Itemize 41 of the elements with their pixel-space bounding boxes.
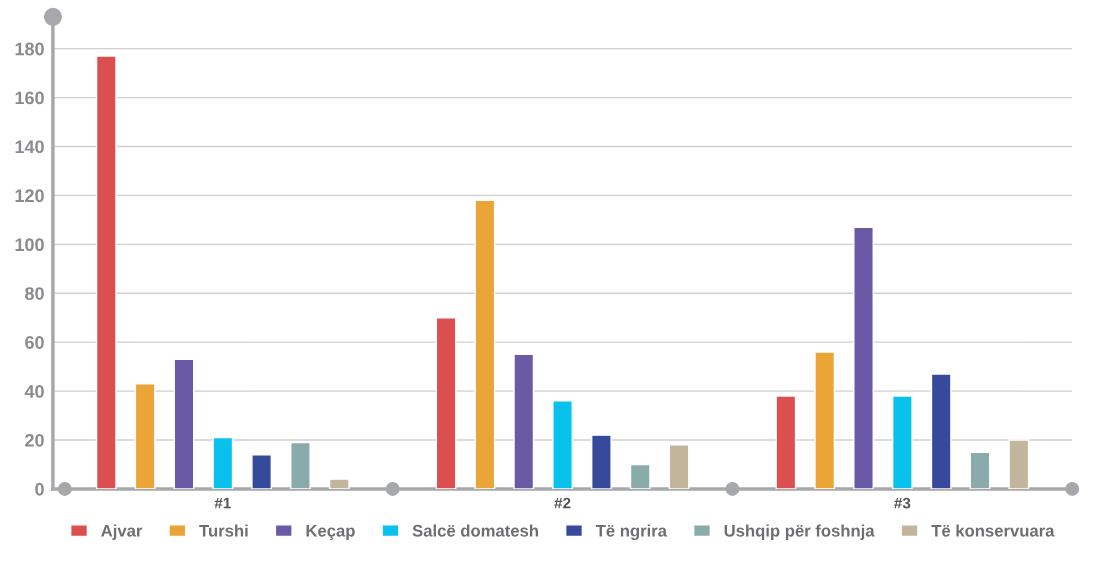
bar <box>552 400 573 489</box>
y-tick-label: 120 <box>15 189 44 203</box>
bar <box>930 373 952 489</box>
bar <box>629 463 651 489</box>
y-tick-label: 60 <box>25 336 44 349</box>
legend-label: Salcë domatesh <box>412 524 538 537</box>
bar <box>212 436 234 489</box>
legend-label: Ushqip për foshnja <box>724 524 875 540</box>
x-tick-label: #1 <box>214 497 231 509</box>
y-tick-label: 0 <box>35 482 44 496</box>
legend-label: Të ngrira <box>595 524 668 541</box>
bar <box>853 226 874 489</box>
bar <box>891 395 913 489</box>
y-tick-label: 80 <box>25 287 44 300</box>
y-tick-label: 20 <box>25 433 44 447</box>
bar <box>668 444 690 489</box>
bar <box>134 383 156 489</box>
bar <box>1008 439 1030 489</box>
y-tick-label: 100 <box>15 238 44 252</box>
bar <box>775 395 797 489</box>
bar <box>251 454 273 489</box>
bar <box>591 434 612 489</box>
x-tick-label: #3 <box>894 497 911 509</box>
legend-label: Turshi <box>199 524 248 537</box>
x-tick-label: #2 <box>554 497 571 509</box>
y-tick-label: 40 <box>24 385 44 398</box>
bar <box>328 478 350 489</box>
bar <box>290 441 311 489</box>
bar <box>435 317 457 489</box>
bar <box>173 358 195 489</box>
legend-label: Të konservuara <box>931 524 1055 537</box>
bar <box>814 351 836 489</box>
legend-label: Keçap <box>306 525 355 540</box>
y-tick-label: 160 <box>15 91 44 105</box>
legend-label: Ajvar <box>101 524 143 540</box>
bar <box>474 199 496 489</box>
bar <box>513 353 535 489</box>
y-tick-label: 140 <box>15 140 44 154</box>
y-tick-label: 180 <box>15 42 44 56</box>
bar <box>95 55 117 489</box>
bar <box>969 451 991 489</box>
